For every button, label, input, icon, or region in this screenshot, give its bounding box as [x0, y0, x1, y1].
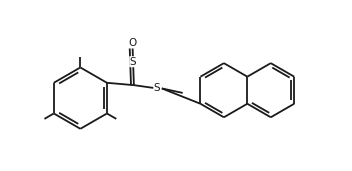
Text: S: S [130, 57, 136, 67]
Text: S: S [154, 83, 161, 93]
Text: O: O [128, 38, 137, 48]
